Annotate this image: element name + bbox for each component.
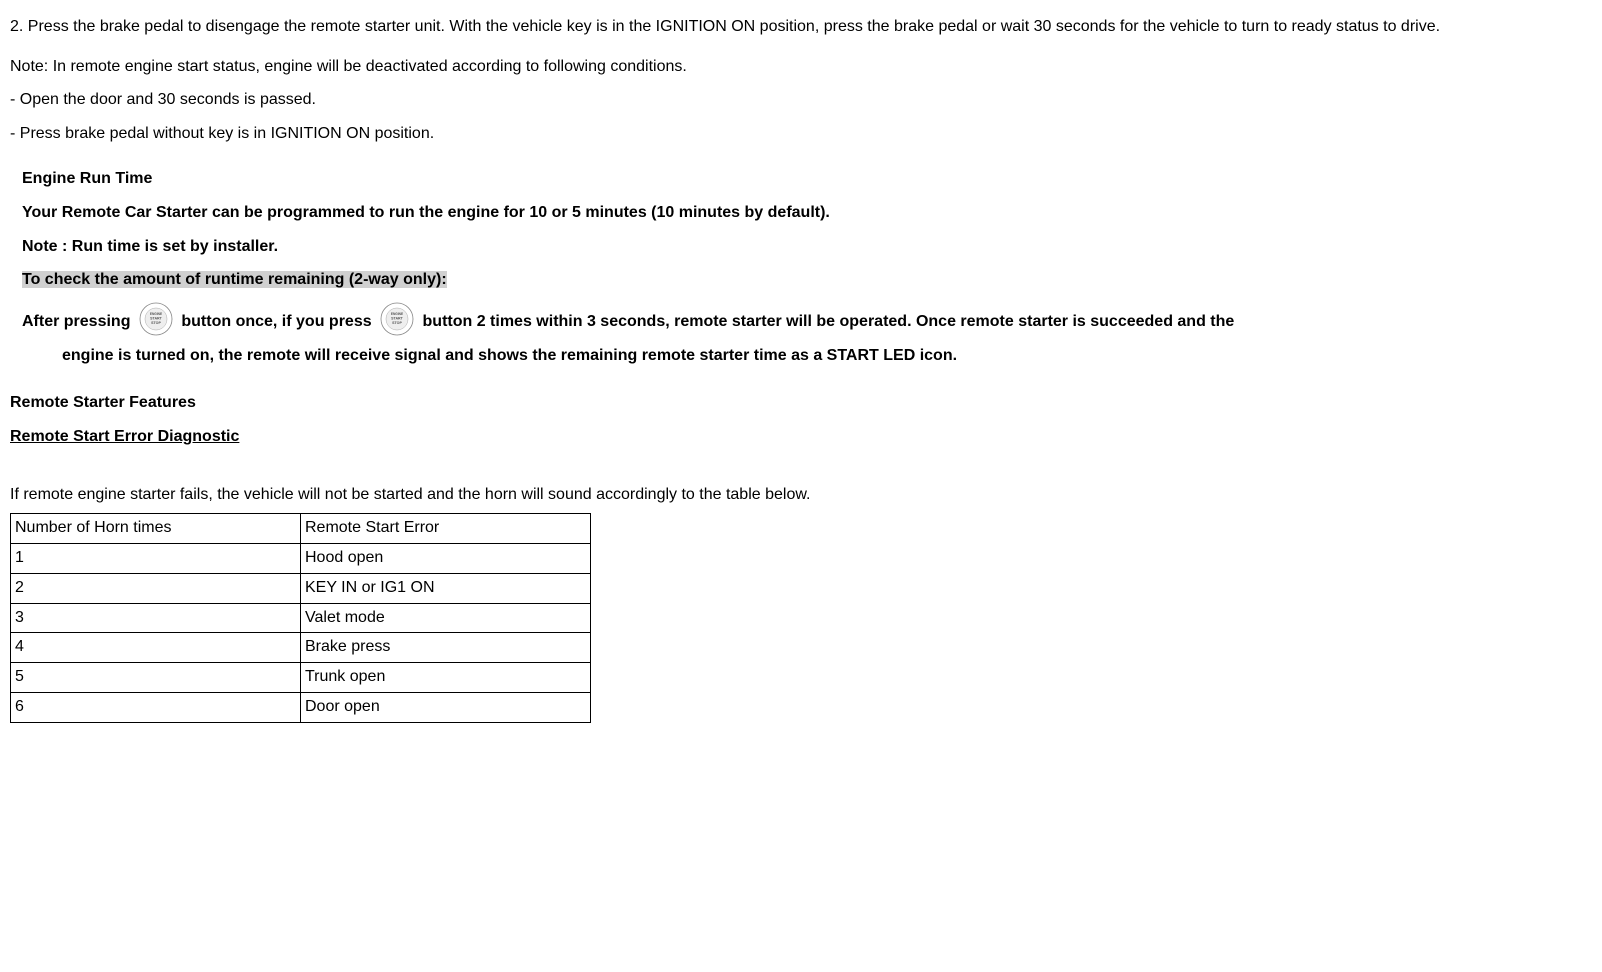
step-2-text: 2. Press the brake pedal to disengage th… (10, 10, 1592, 44)
table-cell: 4 (11, 633, 301, 663)
engine-run-line2: Note : Run time is set by installer. (22, 230, 1592, 264)
svg-text:START: START (391, 316, 404, 320)
svg-text:START: START (150, 316, 163, 320)
table-row: 4 Brake press (11, 633, 591, 663)
table-cell: Brake press (301, 633, 591, 663)
features-heading: Remote Starter Features (10, 386, 1592, 420)
engine-run-title: Engine Run Time (22, 162, 1592, 196)
after-pressing-part3: button 2 times within 3 seconds, remote … (423, 313, 1235, 330)
table-cell: 2 (11, 573, 301, 603)
table-cell: 3 (11, 603, 301, 633)
engine-run-line1: Your Remote Car Starter can be programme… (22, 196, 1592, 230)
after-pressing-section: After pressing ENGINE START STOP button … (10, 305, 1592, 373)
table-cell: Hood open (301, 543, 591, 573)
remote-starter-features-section: Remote Starter Features Remote Start Err… (10, 386, 1592, 453)
svg-text:STOP: STOP (151, 321, 161, 325)
note-item-1: - Open the door and 30 seconds is passed… (10, 83, 1592, 117)
diagnostic-intro-text: If remote engine starter fails, the vehi… (10, 478, 1592, 512)
after-pressing-part4: engine is turned on, the remote will rec… (22, 339, 1592, 373)
table-header-row: Number of Horn times Remote Start Error (11, 514, 591, 544)
engine-run-time-section: Engine Run Time Your Remote Car Starter … (10, 162, 1592, 296)
note-section: Note: In remote engine start status, eng… (10, 50, 1592, 151)
table-row: 3 Valet mode (11, 603, 591, 633)
table-row: 6 Door open (11, 692, 591, 722)
note-intro: Note: In remote engine start status, eng… (10, 50, 1592, 84)
table-header-error: Remote Start Error (301, 514, 591, 544)
svg-text:ENGINE: ENGINE (391, 312, 403, 316)
table-row: 2 KEY IN or IG1 ON (11, 573, 591, 603)
diagnostic-heading: Remote Start Error Diagnostic (10, 420, 1592, 454)
engine-start-stop-icon: ENGINE START STOP (380, 302, 414, 336)
svg-text:STOP: STOP (392, 321, 402, 325)
after-pressing-part2: button once, if you press (181, 313, 376, 330)
table-row: 1 Hood open (11, 543, 591, 573)
error-diagnostic-table: Number of Horn times Remote Start Error … (10, 513, 591, 723)
table-cell: Trunk open (301, 663, 591, 693)
engine-start-stop-icon: ENGINE START STOP (139, 302, 173, 336)
table-row: 5 Trunk open (11, 663, 591, 693)
table-cell: Valet mode (301, 603, 591, 633)
svg-text:ENGINE: ENGINE (150, 312, 162, 316)
table-cell: Door open (301, 692, 591, 722)
after-pressing-part1: After pressing (22, 313, 135, 330)
table-cell: 5 (11, 663, 301, 693)
table-header-horn: Number of Horn times (11, 514, 301, 544)
note-item-2: - Press brake pedal without key is in IG… (10, 117, 1592, 151)
engine-run-line3-highlighted: To check the amount of runtime remaining… (22, 271, 447, 288)
table-cell: 6 (11, 692, 301, 722)
table-cell: KEY IN or IG1 ON (301, 573, 591, 603)
table-cell: 1 (11, 543, 301, 573)
